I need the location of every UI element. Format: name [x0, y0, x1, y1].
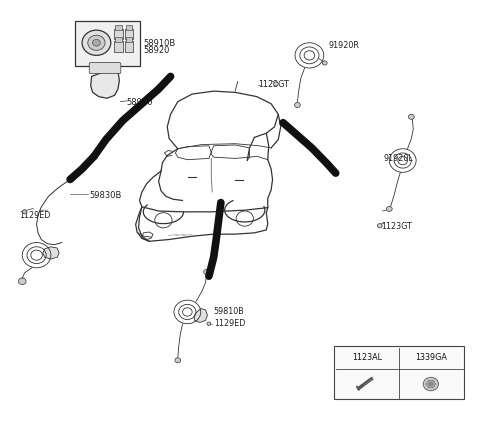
Text: 1339GA: 1339GA	[415, 353, 447, 362]
FancyBboxPatch shape	[126, 24, 132, 30]
Circle shape	[93, 39, 100, 46]
Text: 59830B: 59830B	[89, 190, 121, 200]
Circle shape	[101, 74, 107, 79]
FancyBboxPatch shape	[89, 62, 121, 73]
Circle shape	[101, 87, 107, 92]
FancyBboxPatch shape	[75, 21, 140, 66]
FancyBboxPatch shape	[114, 41, 123, 51]
Circle shape	[88, 35, 105, 50]
Polygon shape	[194, 308, 207, 322]
Circle shape	[274, 82, 278, 86]
FancyBboxPatch shape	[115, 24, 122, 30]
Text: 91920R: 91920R	[328, 41, 360, 50]
Circle shape	[423, 377, 439, 391]
FancyBboxPatch shape	[125, 29, 133, 39]
Circle shape	[377, 224, 382, 228]
Circle shape	[204, 270, 209, 275]
FancyBboxPatch shape	[126, 37, 132, 42]
Circle shape	[207, 322, 211, 325]
Circle shape	[295, 103, 300, 108]
Circle shape	[408, 114, 414, 119]
Text: 1123AL: 1123AL	[352, 353, 383, 362]
Text: 58960: 58960	[126, 98, 153, 107]
Circle shape	[427, 380, 435, 388]
FancyBboxPatch shape	[125, 41, 133, 51]
Polygon shape	[91, 70, 120, 98]
Text: 1129ED: 1129ED	[214, 319, 245, 328]
Text: 1123GT: 1123GT	[381, 222, 412, 232]
Circle shape	[386, 206, 392, 211]
Circle shape	[82, 30, 111, 55]
Text: 1129ED: 1129ED	[19, 211, 50, 220]
FancyBboxPatch shape	[334, 346, 464, 400]
Text: 58910B: 58910B	[144, 39, 176, 48]
Circle shape	[18, 278, 26, 284]
Circle shape	[22, 210, 27, 214]
Polygon shape	[43, 247, 59, 259]
Circle shape	[429, 382, 433, 386]
Text: 91920L: 91920L	[384, 154, 413, 163]
Circle shape	[175, 358, 180, 363]
FancyBboxPatch shape	[115, 37, 122, 42]
FancyBboxPatch shape	[114, 29, 123, 39]
Circle shape	[323, 61, 327, 65]
Text: 1123GT: 1123GT	[258, 80, 289, 89]
Text: 58920: 58920	[144, 46, 170, 55]
Text: 59810B: 59810B	[214, 307, 244, 316]
